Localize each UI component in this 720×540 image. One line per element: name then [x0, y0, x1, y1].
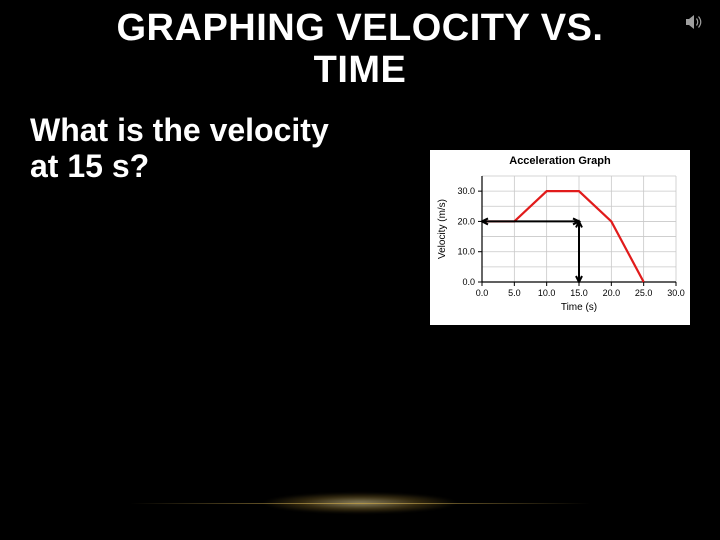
question-text: What is the velocity at 15 s? — [30, 112, 330, 186]
title-line-1: GRAPHING VELOCITY VS. — [117, 7, 604, 49]
svg-text:Velocity (m/s): Velocity (m/s) — [437, 199, 448, 259]
svg-text:30.0: 30.0 — [667, 288, 685, 298]
svg-text:10.0: 10.0 — [457, 247, 475, 257]
title-line-2: TIME — [314, 49, 407, 91]
svg-text:25.0: 25.0 — [635, 288, 653, 298]
slide-title: GRAPHING VELOCITY VS. TIME — [30, 8, 690, 92]
svg-text:10.0: 10.0 — [538, 288, 556, 298]
svg-text:5.0: 5.0 — [508, 288, 521, 298]
svg-text:0.0: 0.0 — [462, 277, 475, 287]
speaker-icon — [684, 12, 704, 32]
svg-text:15.0: 15.0 — [570, 288, 588, 298]
svg-text:Time (s): Time (s) — [561, 302, 597, 313]
acceleration-chart: Acceleration Graph 0.0 5.0 10.0 15.0 20.0 25.0… — [430, 150, 690, 325]
chart-svg: Acceleration Graph 0.0 5.0 10.0 15.0 20.0 25.0… — [430, 150, 690, 320]
svg-text:Acceleration Graph: Acceleration Graph — [509, 155, 611, 167]
svg-text:30.0: 30.0 — [457, 186, 475, 196]
slide: GRAPHING VELOCITY VS. TIME What is the v… — [0, 0, 720, 540]
svg-text:0.0: 0.0 — [476, 288, 489, 298]
bottom-glow — [130, 485, 590, 540]
svg-text:20.0: 20.0 — [457, 216, 475, 226]
svg-text:20.0: 20.0 — [603, 288, 621, 298]
